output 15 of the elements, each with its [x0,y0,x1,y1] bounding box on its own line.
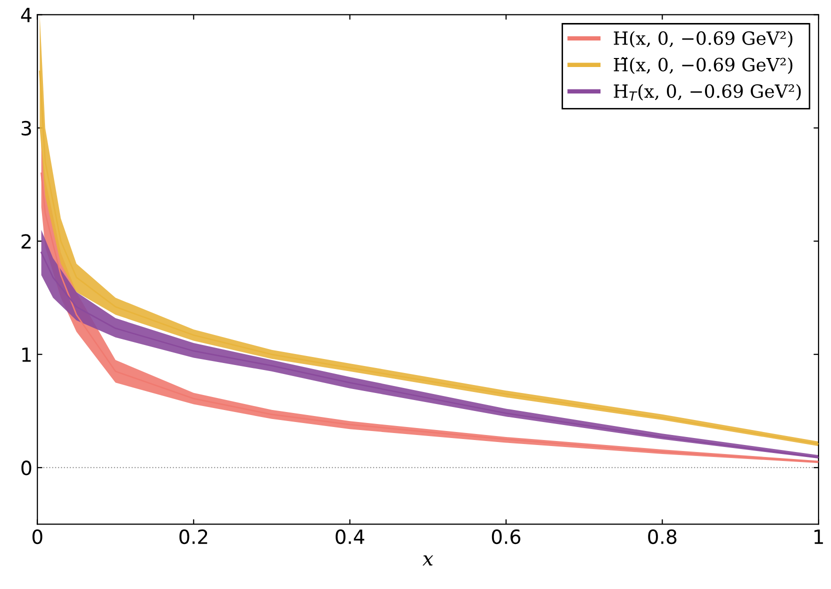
x-tick-label: 0.4 [336,529,364,544]
y-tick-label: 0 [21,460,32,476]
y-tick-label: 4 [21,8,32,22]
x-tick-label: 0.8 [648,529,676,544]
x-axis-title: x [422,555,434,566]
legend-label: H(x, 0, −0.69 GeV²) [614,30,792,48]
x-tick-label: 0.6 [492,529,520,544]
legend-label: H$_{T}$(x, 0, −0.69 GeV²) [614,84,801,101]
x-tick-label: 0.2 [179,529,208,544]
legend-label: H̃(x, 0, −0.69 GeV²) [614,57,792,74]
y-tick-label: 3 [22,120,31,136]
y-tick-label: 2 [22,234,31,249]
y-tick-label: 1 [22,348,31,362]
x-tick-label: 1 [814,530,823,544]
x-tick-label: 0 [32,529,42,544]
